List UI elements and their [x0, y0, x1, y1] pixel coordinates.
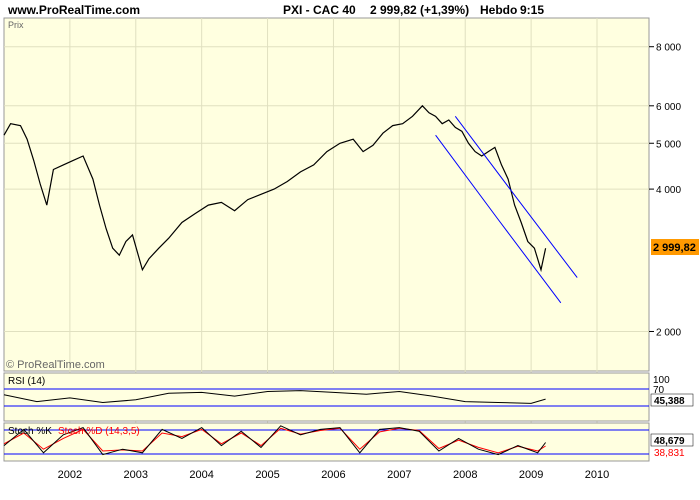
site-title[interactable]: www.ProRealTime.com	[8, 3, 141, 17]
stoch-k-value-label: 48,679	[654, 436, 685, 447]
stoch-k-label: Stoch %K	[8, 426, 52, 437]
x-tick-label: 2005	[255, 469, 279, 481]
x-tick-label: 2009	[519, 469, 543, 481]
stoch-d-label: Stoch %D (14,3,5)	[58, 426, 140, 437]
price-tick-label: 4 000	[656, 185, 681, 196]
price-axis-ticks: 2 000 4 000 5 000 6 000 8 000	[649, 43, 681, 338]
price-pane-label: Prix	[8, 20, 24, 30]
x-tick-label: 2007	[387, 469, 411, 481]
last-quote: 2 999,82 (+1,39%)	[370, 3, 470, 17]
x-tick-label: 2004	[189, 469, 213, 481]
x-tick-label: 2010	[585, 469, 609, 481]
price-pane: Prix © ProRealTime.com 2 000 4 000 5 000 6 …	[3, 17, 699, 461]
x-tick-label: 2006	[321, 469, 345, 481]
stoch-value-badge	[650, 433, 694, 447]
rsi-value-badge	[650, 393, 694, 407]
stoch-d-series-line	[3, 427, 546, 454]
rsi-tick-100: 100	[653, 375, 670, 386]
trend-channel	[435, 115, 578, 304]
last-price-label: 2 999,82	[653, 242, 696, 254]
price-tick-label: 6 000	[656, 102, 681, 113]
rsi-pane-background	[3, 372, 650, 422]
x-tick-label: 2002	[58, 469, 82, 481]
channel-line	[454, 115, 578, 278]
rsi-pane: RSI (14) 100 70 45,388	[3, 372, 694, 422]
price-tick-label: 8 000	[656, 43, 681, 54]
watermark: © ProRealTime.com	[6, 359, 105, 371]
rsi-tick-70: 70	[653, 385, 665, 396]
price-series-line	[3, 104, 547, 273]
channel-line	[435, 134, 562, 304]
time-label: 9:15	[520, 3, 545, 17]
instrument-name: PXI - CAC 40	[283, 3, 356, 17]
stoch-d-value-label: 38,831	[654, 448, 685, 459]
stoch-k-series-line	[3, 425, 546, 456]
chart-header: www.ProRealTime.com PXI - CAC 40 2 999,8…	[0, 0, 700, 18]
price-tick-label: 2 000	[656, 327, 681, 338]
last-price-badge	[651, 239, 699, 255]
x-axis-ticks: 2002 2003 2004 2005 2006 2007 2008 2009 2010	[58, 469, 610, 481]
rsi-value-label: 45,388	[654, 396, 685, 407]
price-grid	[4, 46, 649, 332]
rsi-series-line	[3, 390, 546, 404]
price-pane-background	[3, 17, 650, 372]
price-tick-label: 5 000	[656, 139, 681, 150]
x-tick-label: 2008	[453, 469, 477, 481]
stochastic-pane: Stoch %K Stoch %D (14,3,5) 48,679 38,831	[3, 422, 694, 462]
rsi-label: RSI (14)	[8, 376, 45, 387]
x-tick-label: 2003	[124, 469, 148, 481]
period-label: Hebdo	[480, 3, 518, 17]
